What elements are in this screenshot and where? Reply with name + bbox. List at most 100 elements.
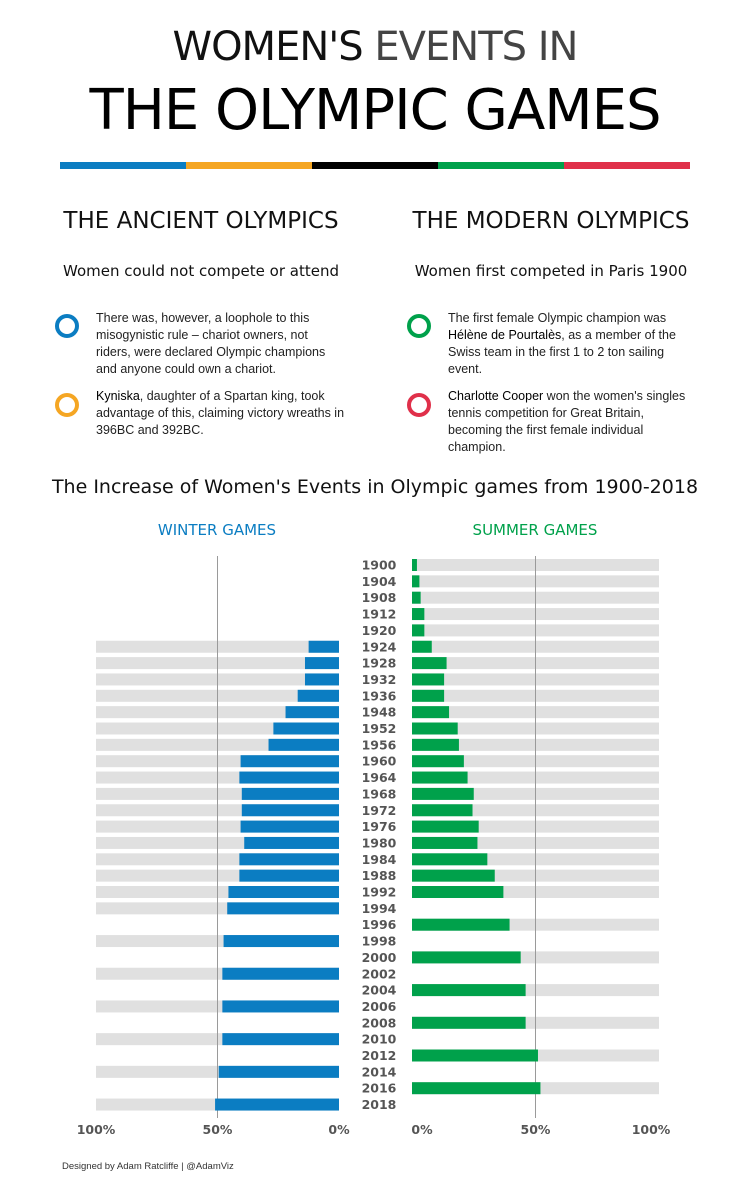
year-label-1912: 1912	[362, 607, 397, 622]
year-label-2014: 2014	[362, 1064, 397, 1079]
year-label-1936: 1936	[362, 688, 397, 703]
summer-bar-1964	[412, 771, 468, 784]
summer-bar-1920	[412, 624, 425, 637]
summer-bar-2008	[412, 1016, 526, 1029]
title-line-1: WOMEN'S EVENTS IN	[0, 24, 750, 70]
year-label-2004: 2004	[362, 983, 397, 998]
winter-bar-2002	[222, 967, 339, 980]
year-label-2006: 2006	[362, 999, 397, 1014]
year-label-1900: 1900	[362, 558, 397, 573]
ancient-note-2: Kyniska, daughter of a Spartan king, too…	[96, 388, 346, 439]
summer-bar-1968	[412, 787, 474, 800]
year-label-2012: 2012	[362, 1048, 397, 1063]
summer-bar-1976	[412, 820, 479, 833]
modern-heading: THE MODERN OLYMPICS	[412, 208, 690, 234]
stripe-red	[564, 162, 690, 169]
year-label-1932: 1932	[362, 672, 397, 687]
year-label-2000: 2000	[362, 950, 397, 965]
summer-bar-1924	[412, 640, 432, 653]
year-label-1976: 1976	[362, 819, 397, 834]
year-label-1972: 1972	[362, 803, 397, 818]
winter-bar-1964	[239, 771, 339, 784]
summer-bar-1984	[412, 853, 488, 866]
helene-name: Hélène de Pourtalès	[448, 328, 562, 342]
summer-bar-1992	[412, 886, 504, 898]
modern-subheading: Women first competed in Paris 1900	[414, 262, 688, 280]
stripe-yellow	[186, 162, 312, 169]
modern-note-2-text: won the women's singles tennis competiti…	[448, 389, 686, 454]
winter-tick-label: 100%	[77, 1122, 116, 1137]
winter-bar-1968	[241, 787, 339, 800]
winter-bar-1924	[308, 640, 339, 653]
winter-bar-2018	[215, 1098, 339, 1111]
summer-bar-1952	[412, 722, 458, 735]
summer-tick-label: 100%	[632, 1122, 671, 1137]
credit-line: Designed by Adam Ratcliffe | @AdamViz	[62, 1161, 234, 1172]
summer-tick-label: 0%	[411, 1122, 433, 1137]
year-label-2008: 2008	[362, 1015, 397, 1030]
summer-bar-1960	[412, 755, 464, 768]
year-label-1984: 1984	[362, 852, 397, 867]
title-line-1-part-a: WOMEN'S	[172, 24, 364, 70]
winter-bar-1960	[240, 755, 339, 768]
winter-bar-1984	[239, 853, 339, 866]
green-ring-icon	[407, 314, 431, 338]
winter-bar-1988	[239, 869, 339, 882]
year-label-1998: 1998	[362, 934, 397, 949]
summer-bar-1928	[412, 657, 447, 670]
year-label-2002: 2002	[362, 966, 397, 981]
year-label-1960: 1960	[362, 754, 397, 769]
winter-bar-1998	[223, 935, 339, 948]
winter-bar-1948	[285, 706, 339, 719]
winter-bar-1972	[241, 804, 339, 817]
summer-bar-1948	[412, 706, 450, 719]
ancient-subheading: Women could not compete or attend	[63, 262, 339, 280]
summer-bar-2012	[412, 1049, 538, 1062]
winter-bar-1928	[304, 657, 339, 670]
stripe-blue	[60, 162, 186, 169]
title-line-1-part-b: EVENTS IN	[374, 24, 578, 70]
charlotte-name: Charlotte Cooper	[448, 389, 544, 403]
modern-note-1-post: , as a member of the Swiss team in the f…	[448, 328, 676, 376]
winter-bar-1992	[228, 886, 339, 898]
year-label-1924: 1924	[362, 639, 397, 654]
year-label-2016: 2016	[362, 1081, 397, 1096]
summer-bar-2000	[412, 951, 521, 964]
summer-panel-title: SUMMER GAMES	[472, 521, 598, 539]
olympic-color-stripe	[60, 162, 690, 169]
year-label-1994: 1994	[362, 901, 397, 916]
red-ring-icon	[407, 393, 431, 417]
modern-note-2: Charlotte Cooper won the women's singles…	[448, 388, 698, 456]
summer-bar-1936	[412, 689, 445, 702]
winter-bar-1980	[244, 836, 339, 849]
year-label-1980: 1980	[362, 835, 397, 850]
year-label-2010: 2010	[362, 1032, 397, 1047]
ancient-heading: THE ANCIENT OLYMPICS	[63, 208, 339, 234]
year-label-1928: 1928	[362, 656, 397, 671]
summer-bar-1900	[412, 559, 417, 571]
chart-title: The Increase of Women's Events in Olympi…	[51, 476, 699, 498]
summer-bar-2004	[412, 984, 526, 997]
blue-ring-icon	[55, 314, 79, 338]
year-label-1908: 1908	[362, 590, 397, 605]
winter-bar-1936	[297, 689, 339, 702]
winter-bar-1994	[227, 902, 339, 915]
summer-bar-1988	[412, 869, 495, 882]
stripe-black	[312, 162, 438, 169]
year-label-1948: 1948	[362, 705, 397, 720]
ancient-note-2-text: , daughter of a Spartan king, took advan…	[96, 389, 345, 437]
winter-tick-label: 50%	[203, 1122, 233, 1137]
summer-bar-1932	[412, 673, 445, 686]
winter-panel-title: WINTER GAMES	[157, 521, 277, 539]
summer-bar-1996	[412, 918, 510, 931]
winter-bar-1976	[240, 820, 339, 833]
winter-bar-2010	[222, 1033, 339, 1046]
year-label-1996: 1996	[362, 917, 397, 932]
kyniska-name: Kyniska	[96, 389, 140, 403]
winter-bar-1952	[273, 722, 339, 735]
winter-bar-2006	[222, 1000, 339, 1013]
summer-bar-1972	[412, 804, 473, 817]
year-label-1992: 1992	[362, 885, 397, 900]
winter-bar-1932	[304, 673, 339, 686]
